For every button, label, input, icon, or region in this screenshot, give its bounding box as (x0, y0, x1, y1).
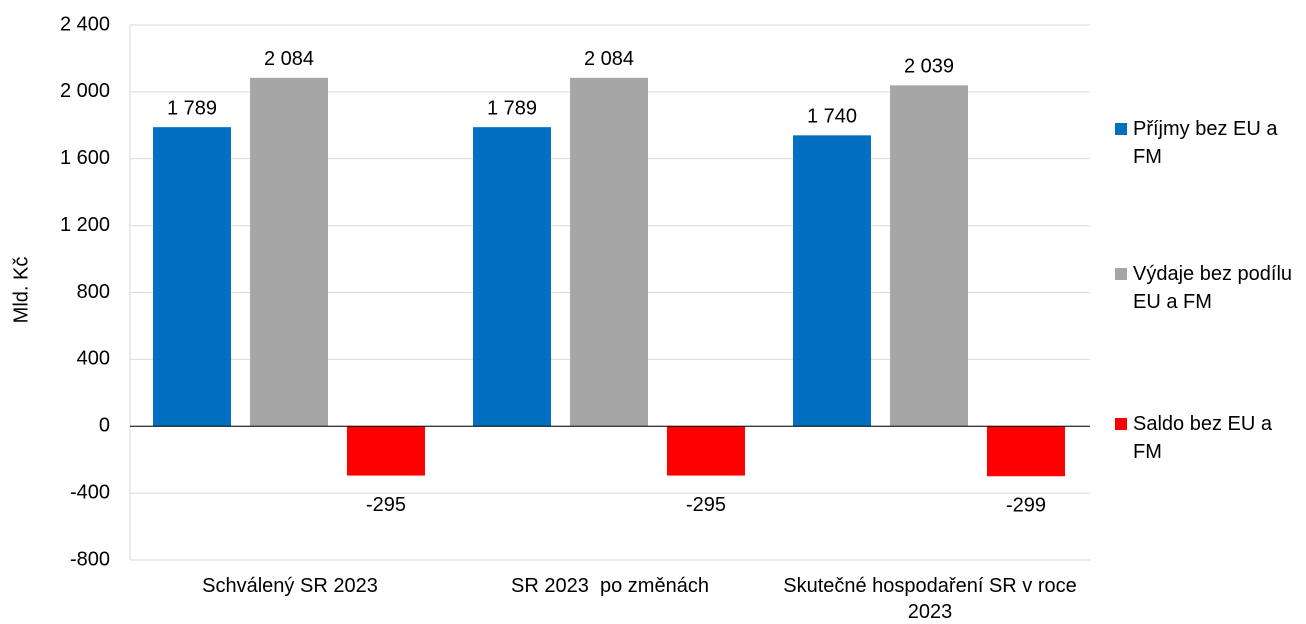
x-tick-label: Skutečné hospodaření SR v roce 2023 (783, 575, 1083, 623)
legend-label: Saldo bez EU a FM (1133, 413, 1272, 463)
y-tick-label: -400 (70, 481, 110, 503)
data-label: 2 039 (904, 56, 954, 78)
y-tick-label: 2 400 (60, 13, 110, 35)
y-tick-label: 1 600 (60, 147, 110, 169)
legend-swatch (1115, 418, 1127, 430)
y-tick-label: -800 (70, 548, 110, 570)
data-label: 1 789 (167, 97, 217, 119)
bar (570, 77, 648, 427)
legend-item: Příjmy bez EU a FM (1115, 115, 1305, 171)
bar (250, 77, 328, 427)
x-tick-label: SR 2023 po změnách (511, 575, 709, 597)
data-label: -295 (366, 494, 406, 516)
bar (793, 135, 871, 427)
bar (667, 426, 745, 476)
legend-label: Příjmy bez EU a FM (1133, 118, 1278, 168)
y-tick-label: 1 200 (60, 214, 110, 236)
x-tick-label: Schválený SR 2023 (202, 575, 378, 597)
data-label: -299 (1006, 495, 1046, 517)
y-tick-label: 800 (77, 281, 110, 303)
y-tick-label: 0 (99, 415, 110, 437)
bar (153, 127, 231, 427)
bar (473, 127, 551, 427)
legend-label: Výdaje bez podílu EU a FM (1133, 263, 1293, 313)
y-tick-label: 400 (77, 348, 110, 370)
data-label: -295 (686, 494, 726, 516)
bar (987, 426, 1065, 477)
data-label: 1 740 (807, 106, 857, 128)
legend-item: Výdaje bez podílu EU a FM (1115, 260, 1305, 316)
legend-swatch (1115, 123, 1127, 135)
legend-swatch (1115, 268, 1127, 280)
bar (890, 85, 968, 427)
bar (347, 426, 425, 476)
y-axis-title: Mld. Kč (10, 257, 32, 324)
data-label: 1 789 (487, 97, 537, 119)
data-label: 2 084 (584, 48, 634, 70)
legend-item: Saldo bez EU a FM (1115, 410, 1305, 466)
data-label: 2 084 (264, 48, 314, 70)
y-tick-label: 2 000 (60, 80, 110, 102)
